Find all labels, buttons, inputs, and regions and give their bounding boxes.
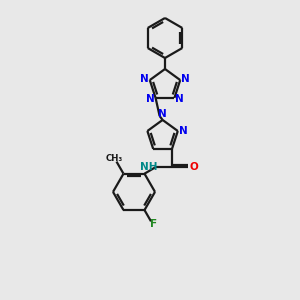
Text: N: N xyxy=(181,74,190,84)
Text: CH₃: CH₃ xyxy=(105,154,123,164)
Text: F: F xyxy=(150,219,157,229)
Text: O: O xyxy=(190,162,198,172)
Text: N: N xyxy=(175,94,184,104)
Text: N: N xyxy=(146,94,155,104)
Text: N: N xyxy=(179,126,188,136)
Text: NH: NH xyxy=(140,162,158,172)
Text: N: N xyxy=(140,74,149,84)
Text: N: N xyxy=(158,110,167,119)
